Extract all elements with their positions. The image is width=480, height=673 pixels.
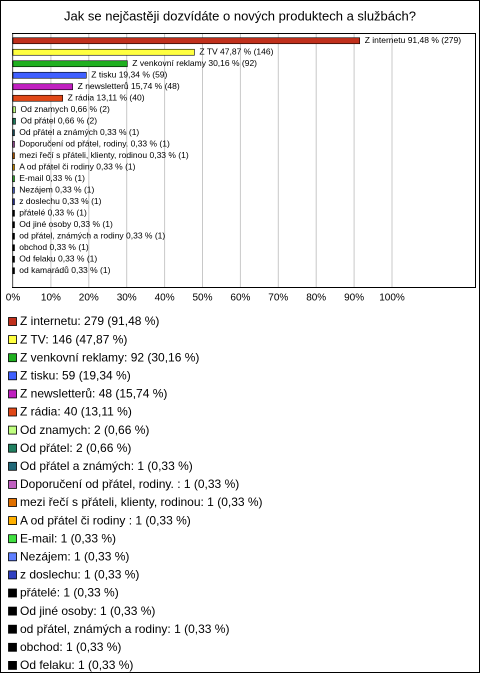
bar-label: od přátel, známých a rodiny 0,33 % (1) — [19, 231, 165, 241]
plot-frame — [12, 33, 476, 288]
bar — [12, 198, 15, 206]
chart-title: Jak se nejčastěji dozvídáte o nových pro… — [64, 8, 416, 23]
bar — [12, 152, 15, 160]
legend-swatch — [8, 443, 17, 453]
legend-swatch — [8, 624, 17, 634]
legend-swatch — [8, 588, 17, 598]
bar-label: Z tisku 19,34 % (59) — [91, 70, 167, 80]
legend-swatch — [8, 570, 17, 580]
bar — [12, 175, 15, 183]
legend-label: Od znamych: 2 (0,66 %) — [20, 423, 149, 437]
bar — [12, 140, 15, 148]
legend-label: Od jiné osoby: 1 (0,33 %) — [20, 604, 155, 618]
x-tick-label: 90% — [344, 293, 364, 304]
bar — [12, 186, 15, 194]
bar-label: Od znamych 0,66 % (2) — [21, 104, 110, 114]
legend-label: Od přátel: 2 (0,66 %) — [20, 441, 131, 455]
x-tick-label: 30% — [117, 293, 137, 304]
x-tick-label: 0% — [6, 293, 21, 304]
legend-label: přátelé: 1 (0,33 %) — [20, 586, 119, 600]
legend-label: Doporučení od přátel, rodiny. : 1 (0,33 … — [20, 477, 239, 491]
legend-label: Z venkovní reklamy: 92 (30,16 %) — [20, 350, 199, 364]
bar-label: Z rádia 13,11 % (40) — [68, 93, 145, 103]
legend-label: Z TV: 146 (47,87 %) — [20, 332, 127, 346]
bar — [12, 209, 15, 217]
bar — [12, 60, 128, 68]
bar-label: obchod 0,33 % (1) — [19, 242, 89, 252]
legend-label: Od felaku: 1 (0,33 %) — [20, 658, 133, 672]
bar-label: Z TV 47,87 % (146) — [199, 47, 273, 57]
bar-label: Od přátel 0,66 % (2) — [21, 116, 98, 126]
bar — [12, 255, 15, 263]
bar-label: mezi řečí s přáteli, klienty, rodinou 0,… — [19, 150, 189, 160]
bar-label: od kamarádů 0,33 % (1) — [19, 265, 110, 275]
legend-label: A od přátel či rodiny : 1 (0,33 %) — [20, 513, 191, 527]
bar — [12, 83, 73, 91]
x-tick-label: 10% — [41, 293, 61, 304]
legend-swatch — [8, 661, 17, 670]
legend-label: E-mail: 1 (0,33 %) — [20, 531, 116, 545]
bar-label: Doporučení od přátel, rodiny. 0,33 % (1) — [19, 139, 170, 149]
legend-label: Z rádia: 40 (13,11 %) — [20, 405, 132, 419]
bar-label: Od felaku 0,33 % (1) — [19, 254, 97, 264]
x-tick-label: 40% — [155, 293, 175, 304]
bar-label: Z internetu 91,48 % (279) — [365, 35, 462, 45]
legend-swatch — [8, 534, 17, 544]
bar-label: Z newsletterů 15,74 % (48) — [78, 81, 180, 91]
legend-swatch — [8, 407, 17, 417]
bar — [12, 94, 63, 102]
legend-swatch — [8, 642, 17, 652]
legend-swatch — [8, 425, 17, 435]
bar-label: A od přátel či rodiny 0,33 % (1) — [19, 162, 135, 172]
bar — [12, 244, 15, 252]
bar-label: Z venkovní reklamy 30,16 % (92) — [132, 58, 257, 68]
legend-swatch — [8, 317, 17, 326]
bar-label: z doslechu 0,33 % (1) — [19, 196, 101, 206]
legend-swatch — [8, 516, 17, 525]
bar — [12, 129, 15, 137]
legend-label: Z internetu: 279 (91,48 %) — [20, 314, 159, 328]
legend-label: Nezájem: 1 (0,33 %) — [20, 549, 129, 563]
x-tick-label: 60% — [230, 293, 250, 304]
bar — [12, 71, 87, 79]
legend-label: Od přátel a známých: 1 (0,33 %) — [20, 459, 193, 473]
legend-label: od přátel, známých a rodiny: 1 (0,33 %) — [20, 622, 229, 636]
bar — [12, 221, 15, 229]
legend-swatch — [8, 461, 17, 471]
legend-label: Z tisku: 59 (19,34 %) — [20, 368, 131, 382]
bar — [12, 37, 361, 45]
x-tick-label: 100% — [379, 293, 405, 304]
legend-swatch — [8, 606, 17, 616]
bar-label: Nezájem 0,33 % (1) — [19, 185, 94, 195]
bar-label: přátelé 0,33 % (1) — [19, 208, 87, 218]
bar — [12, 163, 15, 171]
bar — [12, 106, 16, 114]
legend-label: z doslechu: 1 (0,33 %) — [20, 568, 139, 582]
legend-label: mezi řečí s přáteli, klienty, rodinou: 1… — [20, 495, 263, 509]
bar — [12, 48, 195, 56]
x-tick-label: 50% — [192, 293, 212, 304]
bar-label: Od jiné osoby 0,33 % (1) — [19, 219, 113, 229]
legend-swatch — [8, 552, 17, 562]
legend-label: Z newsletterů: 48 (15,74 %) — [20, 387, 167, 401]
legend-swatch — [8, 389, 17, 399]
bar — [12, 117, 16, 125]
x-tick-label: 20% — [79, 293, 99, 304]
legend-swatch — [8, 479, 17, 489]
bar-label: Od přátel a známých 0,33 % (1) — [19, 127, 139, 137]
legend-label: obchod: 1 (0,33 %) — [20, 640, 121, 654]
legend-swatch — [8, 335, 17, 345]
x-tick-label: 70% — [268, 293, 288, 304]
legend-swatch — [8, 371, 17, 381]
bar — [12, 267, 15, 275]
legend-swatch — [8, 498, 17, 507]
bar — [12, 232, 15, 240]
legend-swatch — [8, 353, 17, 363]
bar-label: E-mail 0,33 % (1) — [19, 173, 85, 183]
x-tick-label: 80% — [306, 293, 326, 304]
